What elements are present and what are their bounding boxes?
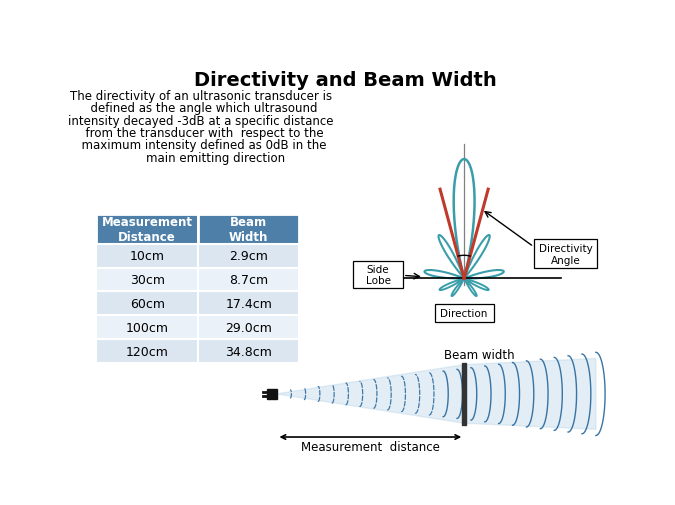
Text: maximum intensity defined as 0dB in the: maximum intensity defined as 0dB in the	[74, 139, 327, 152]
Text: defined as the angle which ultrasound: defined as the angle which ultrasound	[84, 102, 318, 115]
Bar	[198, 339, 299, 364]
Bar	[267, 389, 277, 399]
Text: 60cm: 60cm	[130, 297, 165, 310]
Text: 34.8cm: 34.8cm	[225, 345, 272, 358]
Text: Directivity and Beam Width: Directivity and Beam Width	[194, 71, 497, 90]
Text: The directivity of an ultrasonic transducer is: The directivity of an ultrasonic transdu…	[70, 90, 331, 103]
Bar	[198, 244, 299, 268]
Text: 8.7cm: 8.7cm	[229, 274, 268, 286]
Text: Direction: Direction	[440, 309, 488, 319]
Text: 120cm: 120cm	[126, 345, 169, 358]
Bar	[96, 316, 198, 339]
Text: 17.4cm: 17.4cm	[225, 297, 272, 310]
Text: 2.9cm: 2.9cm	[230, 249, 268, 263]
Bar	[198, 268, 299, 292]
Text: Directivity
Angle: Directivity Angle	[539, 243, 593, 265]
Text: 100cm: 100cm	[126, 321, 169, 334]
Bar	[198, 316, 299, 339]
Text: Measurement
Distance: Measurement Distance	[102, 216, 192, 243]
Polygon shape	[277, 359, 596, 429]
Bar	[96, 268, 198, 292]
Bar	[435, 304, 493, 323]
Bar	[462, 364, 466, 425]
Text: from the transducer with  respect to the: from the transducer with respect to the	[78, 127, 323, 140]
Text: Beam
Width: Beam Width	[229, 216, 269, 243]
Bar	[353, 262, 403, 288]
Bar	[198, 292, 299, 316]
Bar	[198, 215, 299, 244]
Text: Side
Lobe: Side Lobe	[366, 264, 391, 286]
Text: intensity decayed -3dB at a specific distance: intensity decayed -3dB at a specific dis…	[68, 115, 333, 127]
Bar	[96, 292, 198, 316]
Text: 29.0cm: 29.0cm	[225, 321, 272, 334]
Bar	[96, 339, 198, 364]
Text: main emitting direction: main emitting direction	[116, 152, 285, 164]
Bar	[96, 215, 198, 244]
Bar	[96, 244, 198, 268]
Text: 30cm: 30cm	[130, 274, 165, 286]
Text: Beam width: Beam width	[444, 348, 515, 361]
Bar	[534, 240, 597, 269]
Text: Measurement  distance: Measurement distance	[301, 440, 440, 453]
Text: 10cm: 10cm	[130, 249, 165, 263]
